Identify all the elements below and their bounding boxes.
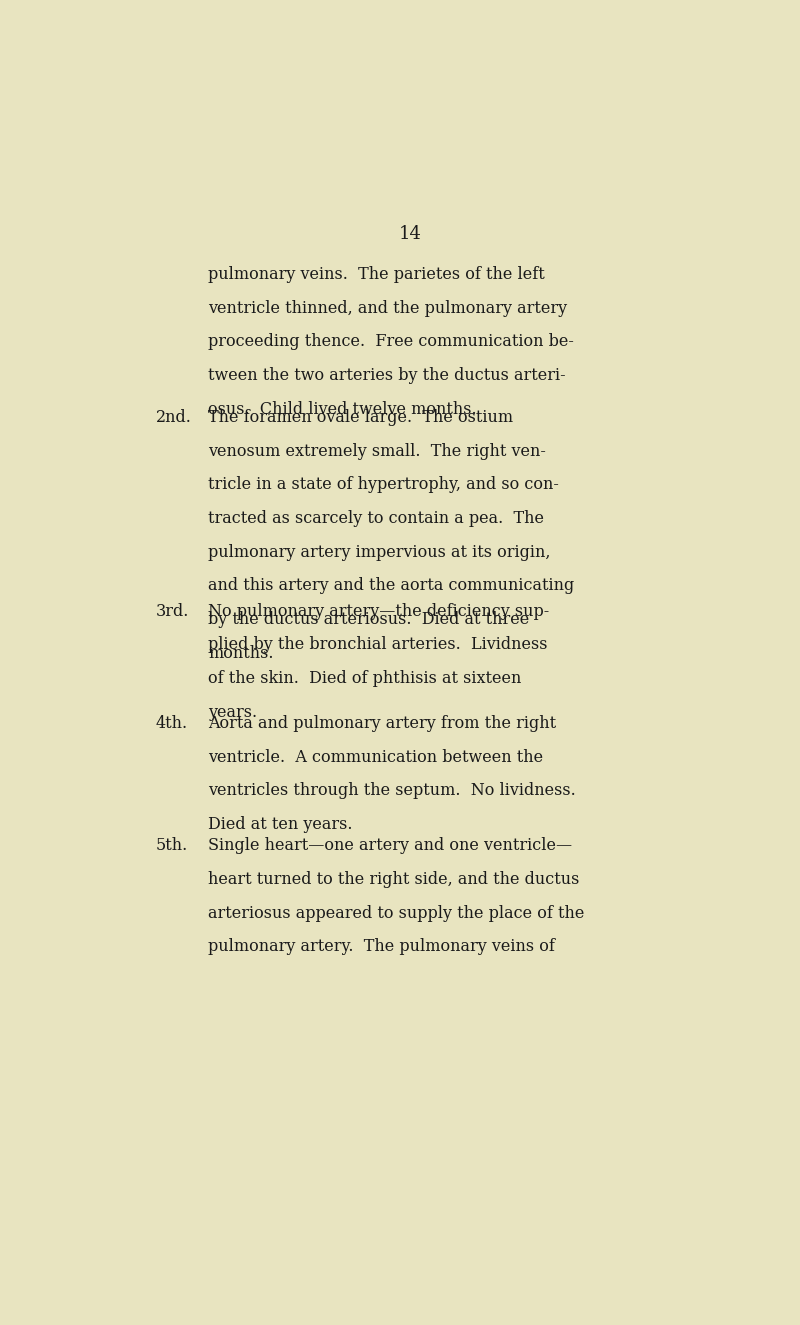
Text: months.: months. (209, 645, 274, 661)
Text: Aorta and pulmonary artery from the right: Aorta and pulmonary artery from the righ… (209, 716, 557, 731)
Text: pulmonary artery impervious at its origin,: pulmonary artery impervious at its origi… (209, 543, 551, 560)
Text: pulmonary veins.  The parietes of the left: pulmonary veins. The parietes of the lef… (209, 266, 546, 284)
Text: tween the two arteries by the ductus arteri-: tween the two arteries by the ductus art… (209, 367, 566, 384)
Text: 2nd.: 2nd. (156, 409, 192, 425)
Text: venosum extremely small.  The right ven-: venosum extremely small. The right ven- (209, 443, 546, 460)
Text: 5th.: 5th. (156, 837, 188, 855)
Text: 14: 14 (398, 225, 422, 244)
Text: 4th.: 4th. (156, 716, 188, 731)
Text: by the ductus arteriosus.  Died at three: by the ductus arteriosus. Died at three (209, 611, 530, 628)
Text: plied by the bronchial arteries.  Lividness: plied by the bronchial arteries. Lividne… (209, 636, 548, 653)
Text: tracted as scarcely to contain a pea.  The: tracted as scarcely to contain a pea. Th… (209, 510, 545, 527)
Text: arteriosus appeared to supply the place of the: arteriosus appeared to supply the place … (209, 905, 585, 922)
Text: years.: years. (209, 704, 258, 721)
Text: Single heart—one artery and one ventricle—: Single heart—one artery and one ventricl… (209, 837, 573, 855)
Text: proceeding thence.  Free communication be-: proceeding thence. Free communication be… (209, 334, 574, 351)
Text: ventricle.  A communication between the: ventricle. A communication between the (209, 749, 544, 766)
Text: The foramen ovale large.  The ostium: The foramen ovale large. The ostium (209, 409, 514, 425)
Text: pulmonary artery.  The pulmonary veins of: pulmonary artery. The pulmonary veins of (209, 938, 555, 955)
Text: and this artery and the aorta communicating: and this artery and the aorta communicat… (209, 578, 574, 595)
Text: 3rd.: 3rd. (156, 603, 189, 620)
Text: of the skin.  Died of phthisis at sixteen: of the skin. Died of phthisis at sixteen (209, 670, 522, 688)
Text: ventricle thinned, and the pulmonary artery: ventricle thinned, and the pulmonary art… (209, 299, 568, 317)
Text: Died at ten years.: Died at ten years. (209, 816, 353, 833)
Text: ventricles through the septum.  No lividness.: ventricles through the septum. No lividn… (209, 782, 576, 799)
Text: No pulmonary artery—the deficiency sup-: No pulmonary artery—the deficiency sup- (209, 603, 550, 620)
Text: tricle in a state of hypertrophy, and so con-: tricle in a state of hypertrophy, and so… (209, 476, 559, 493)
Text: heart turned to the right side, and the ductus: heart turned to the right side, and the … (209, 871, 580, 888)
Text: osus.  Child lived twelve months.: osus. Child lived twelve months. (209, 400, 477, 417)
